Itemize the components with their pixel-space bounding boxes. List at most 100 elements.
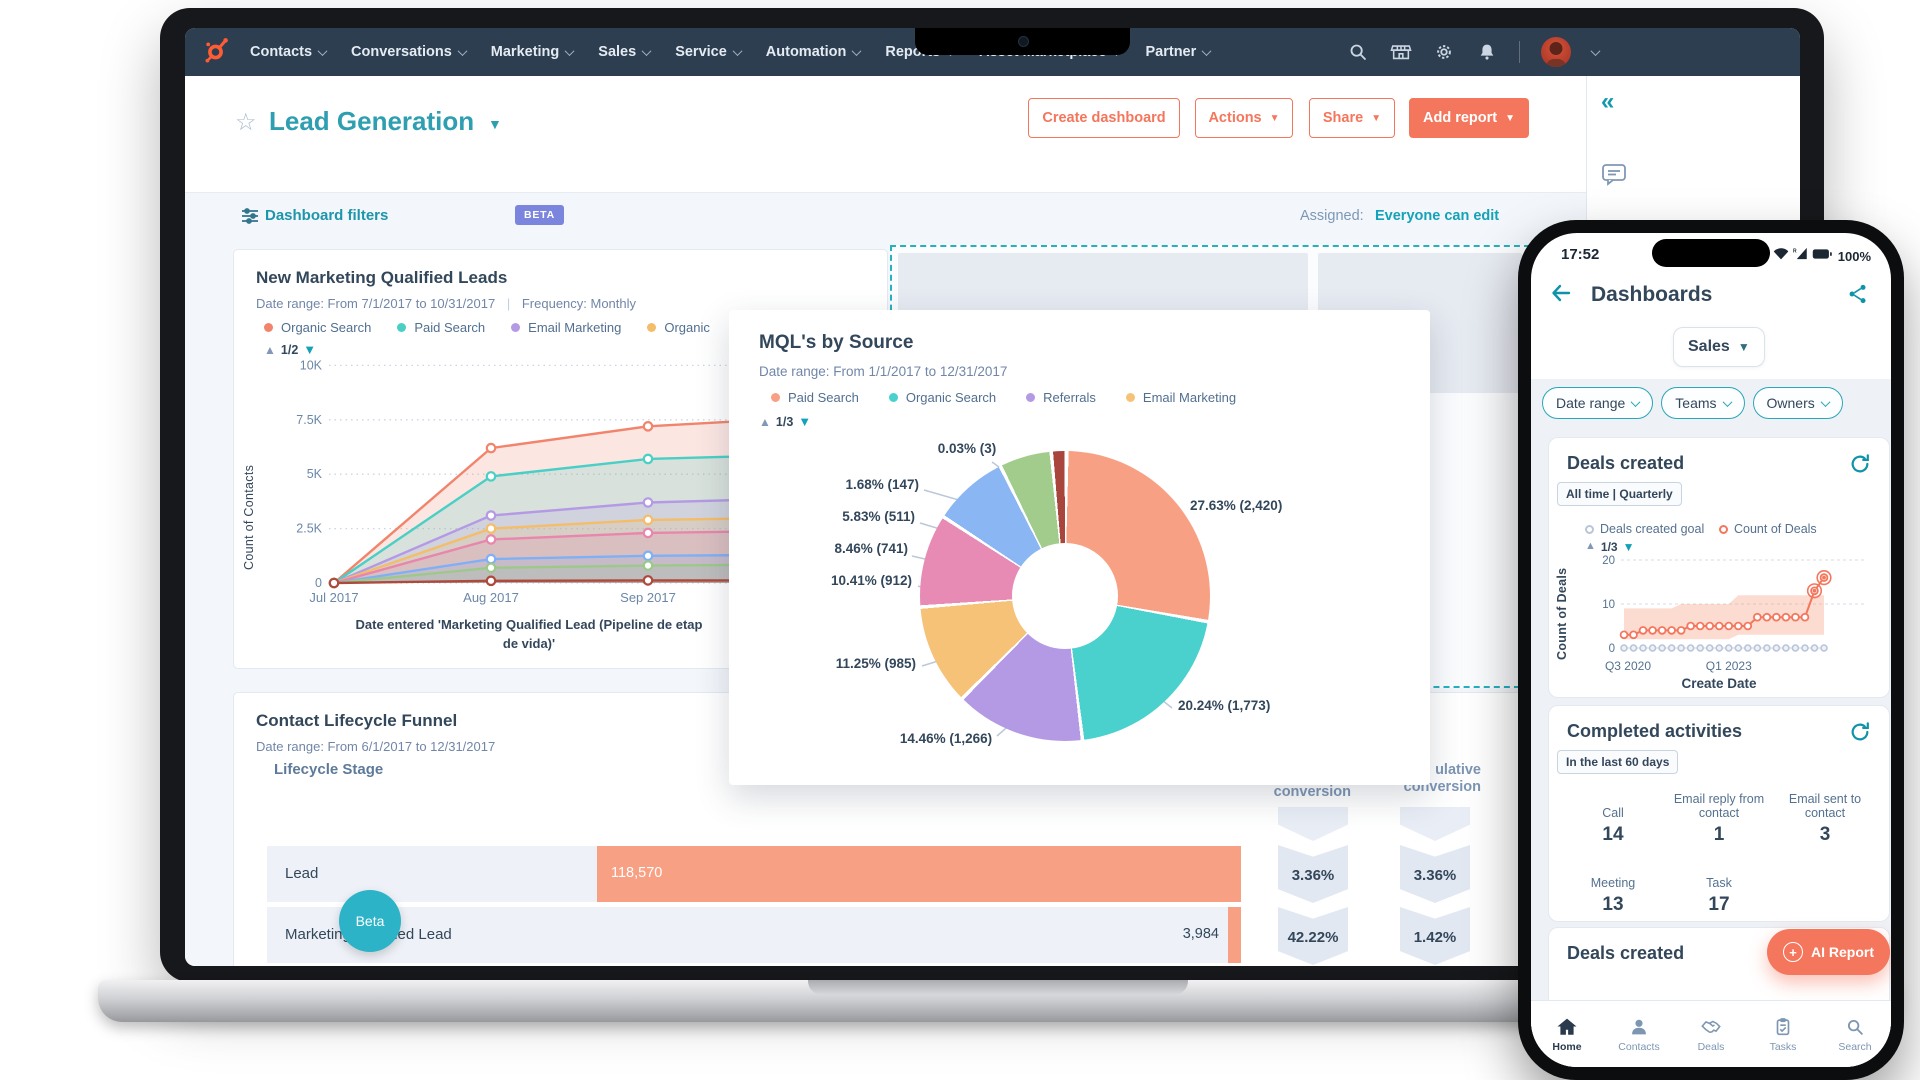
card-lifecycle-funnel: Contact Lifecycle Funnel Date range: Fro… [233,692,1527,966]
assigned-everyone-link[interactable]: Everyone can edit [1375,208,1500,224]
stat-value: 1 [1713,824,1725,845]
svg-text:0: 0 [315,576,322,590]
camera-icon [1018,36,1029,47]
search-icon[interactable] [1347,41,1369,63]
nav-item-marketing[interactable]: Marketing [491,44,575,60]
phone-nav-deals[interactable]: Deals [1675,1001,1747,1067]
page-header: ☆ Lead Generation ▼ Create dashboard Acti… [185,76,1800,193]
ai-report-button[interactable]: + AI Report [1767,929,1890,975]
page-title: Lead Generation [269,106,475,136]
funnel-row: Lead 118,570 [267,846,1241,902]
legend-item: Organic Search [888,390,996,405]
svg-text:7.5K: 7.5K [296,413,322,427]
page-down-icon[interactable]: ▼ [798,414,812,429]
page-up-icon[interactable]: ▲ [264,342,276,357]
chart-legend: Organic Search Paid Search Email Marketing… [264,320,710,335]
comments-bubble-icon[interactable] [1601,162,1627,191]
conversion-header: conversion [1273,784,1351,800]
page-up-icon[interactable]: ▲ [759,414,771,429]
filter-chip-date-range[interactable]: Date range [1542,387,1654,419]
card-title: Deals created [1567,453,1685,473]
page-down-icon[interactable]: ▼ [303,342,317,357]
avatar-chevron-down-icon[interactable] [1590,45,1601,56]
chart-legend: Paid Search Organic Search Referrals Email … [771,390,1236,405]
phone-screen: 17:52 R 100% Dashboards Sales ▼ Date rang… [1531,233,1891,1067]
card-title: Contact Lifecycle Funnel [256,711,458,730]
phone-nav-search[interactable]: Search [1819,1001,1891,1067]
nav-divider [1519,41,1520,63]
phone-nav-home[interactable]: Home [1531,1001,1603,1067]
filters-icon[interactable] [241,207,259,230]
chevron-down-icon [641,45,652,56]
legend-pagination[interactable]: ▲ 1/3 ▼ [759,414,812,429]
x-axis-caption: Date entered 'Marketing Qualified Lead (… [355,617,703,651]
stat-label: Email sent to contact [1788,792,1862,820]
legend-item: Paid Search [397,320,485,335]
stat-value: 17 [1708,894,1730,915]
back-arrow-icon[interactable] [1549,281,1573,310]
hubspot-logo-icon[interactable] [203,36,230,68]
legend-item: Email Marketing [1125,390,1236,405]
donut-slice-label: 5.83% (511) [842,509,915,524]
legend-pagination[interactable]: ▲ 1/2 ▼ [264,342,317,357]
user-avatar[interactable] [1541,37,1571,67]
header-chevron-shape [1278,807,1348,841]
nav-item-contacts[interactable]: Contacts [250,44,328,60]
filter-chip-teams[interactable]: Teams [1661,387,1745,419]
svg-text:0: 0 [1609,643,1615,655]
settings-gear-icon[interactable] [1433,41,1455,63]
donut-slice-label: 0.03% (3) [937,441,997,456]
tasks-icon [1776,1018,1790,1036]
cellular-signal-icon: R [1793,247,1808,265]
phone-nav-contacts[interactable]: Contacts [1603,1001,1675,1067]
title-dropdown-caret-icon[interactable]: ▼ [488,116,502,132]
dashboard-filters-link[interactable]: Dashboard filters [265,207,389,224]
share-button[interactable]: Share ▼ [1309,98,1395,138]
legend-item: Deals created goal [1585,522,1704,536]
card-completed-activities: Completed activities In the last 60 days… [1548,705,1890,922]
phone-nav-tasks[interactable]: Tasks [1747,1001,1819,1067]
add-report-button[interactable]: Add report ▼ [1409,98,1529,138]
plus-icon: + [1783,942,1803,962]
share-icon[interactable] [1847,283,1869,310]
conversion-badge: 3.36% [1400,845,1470,903]
chevron-down-icon [457,45,468,56]
filter-chip-owners[interactable]: Owners [1752,387,1843,419]
funnel-stage-label: Lead [285,865,319,882]
donut-slice-label: 11.25% (985) [835,656,916,671]
search-icon [1847,1019,1863,1035]
legend-item: Organic [647,320,710,335]
create-dashboard-button[interactable]: Create dashboard [1028,98,1180,138]
stat-label: Call [1602,806,1624,820]
assigned-label: Assigned: [1300,208,1364,224]
favorite-star-icon[interactable]: ☆ [235,109,257,136]
legend-pagination[interactable]: ▲ 1/3 ▼ [1585,540,1635,554]
nav-item-partner[interactable]: Partner [1145,44,1212,60]
nav-item-service[interactable]: Service [675,44,743,60]
stat-value: 14 [1602,824,1624,845]
card-title: New Marketing Qualified Leads [256,268,508,287]
nav-item-conversations[interactable]: Conversations [351,44,468,60]
refresh-icon[interactable] [1849,453,1871,480]
collapse-panel-icon[interactable]: « [1601,88,1615,115]
card-title: Completed activities [1567,721,1743,741]
dashboard-selector[interactable]: Sales ▼ [1673,327,1765,367]
card-date-range: Date range: From 1/1/2017 to 12/31/2017 [759,364,1008,379]
notifications-bell-icon[interactable] [1476,41,1498,63]
home-icon [1557,1018,1577,1035]
funnel-value: 118,570 [611,865,663,881]
actions-button[interactable]: Actions ▼ [1195,98,1293,138]
stat-label: Task [1706,876,1732,890]
selector-caret-icon: ▼ [1737,340,1750,354]
svg-text:2.5K: 2.5K [296,522,322,536]
nav-item-automation[interactable]: Automation [766,44,862,60]
battery-percent: 100% [1837,248,1871,264]
refresh-icon[interactable] [1849,721,1871,748]
beta-feedback-button[interactable]: Beta [339,890,401,952]
nav-item-sales[interactable]: Sales [598,44,652,60]
phone-mockup: 17:52 R 100% Dashboards Sales ▼ Date rang… [1518,220,1904,1080]
marketplace-icon[interactable] [1390,41,1412,63]
chevron-down-icon [1722,396,1732,407]
